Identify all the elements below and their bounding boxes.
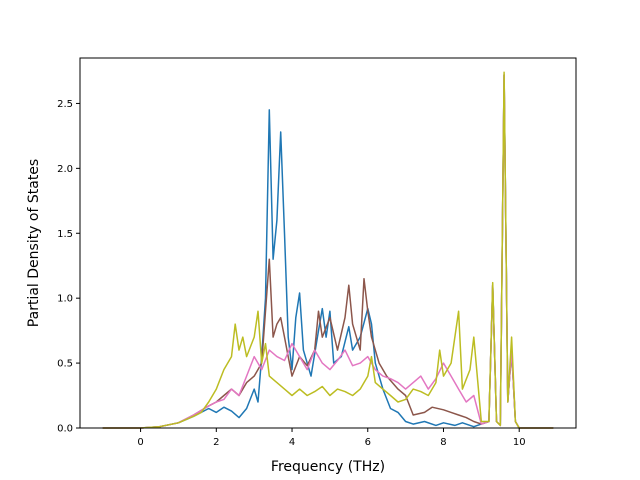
x-axis-label: Frequency (THz) — [271, 459, 385, 475]
x-tick-label: 10 — [513, 437, 526, 448]
y-tick-label: 0.0 — [57, 424, 73, 435]
y-tick-label: 1.5 — [57, 229, 73, 240]
x-tick-label: 8 — [440, 437, 446, 448]
series-line-4 — [102, 71, 554, 429]
y-tick-label: 0.5 — [57, 359, 73, 370]
y-tick-label: 1.0 — [57, 294, 73, 305]
x-tick-label: 2 — [213, 437, 219, 448]
y-axis-label: Partial Density of States — [26, 159, 42, 327]
series-layer — [102, 71, 554, 429]
plot-frame — [79, 57, 577, 429]
x-tick-label: 0 — [137, 437, 143, 448]
ticks-layer: 0 2 4 6 8 10 0.0 0.5 1.0 1.5 2.0 2.5 — [57, 99, 525, 448]
y-tick-label: 2.0 — [57, 164, 73, 175]
plot-background — [80, 58, 576, 428]
y-tick-label: 2.5 — [57, 99, 73, 110]
x-tick-label: 6 — [365, 437, 371, 448]
x-tick-label: 4 — [289, 437, 295, 448]
